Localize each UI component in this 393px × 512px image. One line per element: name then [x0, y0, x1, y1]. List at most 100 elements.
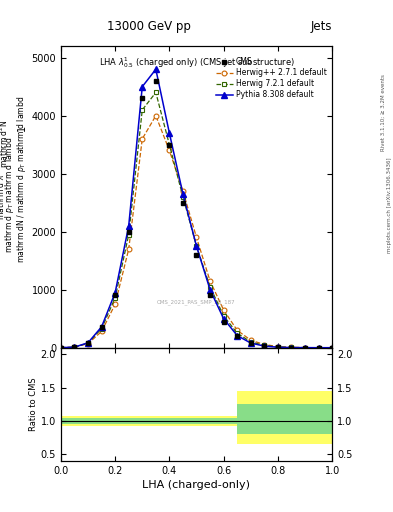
Herwig 7.2.1 default: [194, 243, 199, 249]
Text: CMS_2021_PAS_SMP_20_187: CMS_2021_PAS_SMP_20_187: [157, 300, 236, 305]
Herwig++ 2.7.1 default: [126, 246, 131, 252]
Herwig 7.2.1 default: [275, 344, 280, 350]
Text: mathrm d$^2$N: mathrm d$^2$N: [0, 119, 10, 167]
CMS: [59, 345, 63, 351]
CMS: [194, 252, 199, 258]
Herwig++ 2.7.1 default: [99, 328, 104, 334]
Pythia 8.308 default: [181, 191, 185, 197]
Herwig 7.2.1 default: [221, 313, 226, 319]
Herwig 7.2.1 default: [153, 90, 158, 96]
Herwig++ 2.7.1 default: [153, 113, 158, 119]
CMS: [113, 292, 118, 298]
CMS: [167, 142, 172, 148]
Pythia 8.308 default: [262, 343, 266, 349]
Pythia 8.308 default: [208, 287, 212, 293]
Pythia 8.308 default: [235, 332, 239, 338]
Herwig++ 2.7.1 default: [167, 147, 172, 154]
Herwig 7.2.1 default: [262, 343, 266, 349]
Herwig 7.2.1 default: [316, 345, 321, 351]
Text: Jets: Jets: [310, 20, 332, 33]
Pythia 8.308 default: [72, 344, 77, 350]
Herwig++ 2.7.1 default: [72, 344, 77, 350]
CMS: [248, 340, 253, 346]
Herwig++ 2.7.1 default: [208, 278, 212, 284]
CMS: [86, 340, 90, 346]
Herwig++ 2.7.1 default: [194, 234, 199, 241]
CMS: [126, 229, 131, 235]
Text: mcplots.cern.ch [arXiv:1306.3436]: mcplots.cern.ch [arXiv:1306.3436]: [387, 157, 391, 252]
Text: LHA $\lambda^{1}_{0.5}$ (charged only) (CMS jet substructure): LHA $\lambda^{1}_{0.5}$ (charged only) (…: [99, 55, 294, 70]
Pythia 8.308 default: [126, 223, 131, 229]
Line: Herwig++ 2.7.1 default: Herwig++ 2.7.1 default: [59, 113, 334, 350]
CMS: [316, 345, 321, 351]
Pythia 8.308 default: [330, 345, 334, 351]
Legend: CMS, Herwig++ 2.7.1 default, Herwig 7.2.1 default, Pythia 8.308 default: CMS, Herwig++ 2.7.1 default, Herwig 7.2.…: [215, 56, 328, 101]
Herwig++ 2.7.1 default: [221, 307, 226, 313]
Line: CMS: CMS: [59, 78, 334, 350]
Pythia 8.308 default: [248, 340, 253, 346]
Herwig 7.2.1 default: [72, 344, 77, 350]
CMS: [208, 292, 212, 298]
Herwig++ 2.7.1 default: [59, 345, 63, 351]
CMS: [262, 343, 266, 349]
Herwig++ 2.7.1 default: [86, 340, 90, 347]
Herwig++ 2.7.1 default: [181, 188, 185, 194]
CMS: [72, 344, 77, 350]
Y-axis label: Ratio to CMS: Ratio to CMS: [29, 377, 38, 431]
Herwig 7.2.1 default: [86, 340, 90, 346]
CMS: [235, 333, 239, 339]
CMS: [289, 345, 294, 351]
Pythia 8.308 default: [303, 345, 307, 351]
Herwig 7.2.1 default: [126, 231, 131, 238]
Pythia 8.308 default: [167, 130, 172, 136]
Text: Rivet 3.1.10; ≥ 3.2M events: Rivet 3.1.10; ≥ 3.2M events: [381, 74, 386, 151]
X-axis label: LHA (charged-only): LHA (charged-only): [143, 480, 250, 490]
Pythia 8.308 default: [194, 243, 199, 249]
CMS: [330, 345, 334, 351]
Herwig 7.2.1 default: [99, 326, 104, 332]
Herwig 7.2.1 default: [330, 345, 334, 351]
Herwig 7.2.1 default: [59, 345, 63, 351]
Text: 1: 1: [17, 125, 27, 131]
Herwig++ 2.7.1 default: [316, 345, 321, 351]
CMS: [181, 200, 185, 206]
Herwig++ 2.7.1 default: [289, 344, 294, 350]
Pythia 8.308 default: [289, 345, 294, 351]
Pythia 8.308 default: [275, 344, 280, 350]
Herwig++ 2.7.1 default: [248, 337, 253, 343]
Pythia 8.308 default: [221, 315, 226, 322]
Herwig 7.2.1 default: [208, 284, 212, 290]
CMS: [140, 95, 145, 101]
Line: Pythia 8.308 default: Pythia 8.308 default: [58, 67, 335, 351]
Herwig 7.2.1 default: [235, 330, 239, 336]
Herwig 7.2.1 default: [167, 142, 172, 148]
Text: mathrm dN / mathrm d $p_T$ mathrm d lambd: mathrm dN / mathrm d $p_T$ mathrm d lamb…: [15, 96, 28, 263]
Pythia 8.308 default: [153, 66, 158, 72]
CMS: [153, 78, 158, 84]
Pythia 8.308 default: [86, 339, 90, 346]
CMS: [99, 324, 104, 330]
Herwig++ 2.7.1 default: [113, 301, 118, 307]
Herwig++ 2.7.1 default: [303, 345, 307, 351]
Herwig++ 2.7.1 default: [235, 327, 239, 333]
Text: mathrm d $p_T$ mathrm d lambd: mathrm d $p_T$ mathrm d lambd: [3, 136, 17, 253]
Herwig 7.2.1 default: [181, 194, 185, 200]
Herwig++ 2.7.1 default: [275, 344, 280, 350]
Herwig 7.2.1 default: [303, 345, 307, 351]
Herwig++ 2.7.1 default: [330, 345, 334, 351]
Herwig 7.2.1 default: [113, 295, 118, 301]
Line: Herwig 7.2.1 default: Herwig 7.2.1 default: [59, 90, 334, 350]
Herwig++ 2.7.1 default: [262, 342, 266, 348]
CMS: [275, 344, 280, 350]
Pythia 8.308 default: [316, 345, 321, 351]
CMS: [221, 318, 226, 325]
Herwig 7.2.1 default: [140, 107, 145, 113]
Herwig++ 2.7.1 default: [140, 136, 145, 142]
Herwig 7.2.1 default: [289, 345, 294, 351]
CMS: [303, 345, 307, 351]
Pythia 8.308 default: [113, 289, 118, 295]
Herwig 7.2.1 default: [248, 339, 253, 345]
Pythia 8.308 default: [59, 345, 63, 351]
Y-axis label: mathrm d$N$ /
mathrm d $p_T$
mathrm d $\lambda$: mathrm d$N$ / mathrm d $p_T$ mathrm d $\…: [0, 172, 6, 222]
Pythia 8.308 default: [99, 324, 104, 330]
